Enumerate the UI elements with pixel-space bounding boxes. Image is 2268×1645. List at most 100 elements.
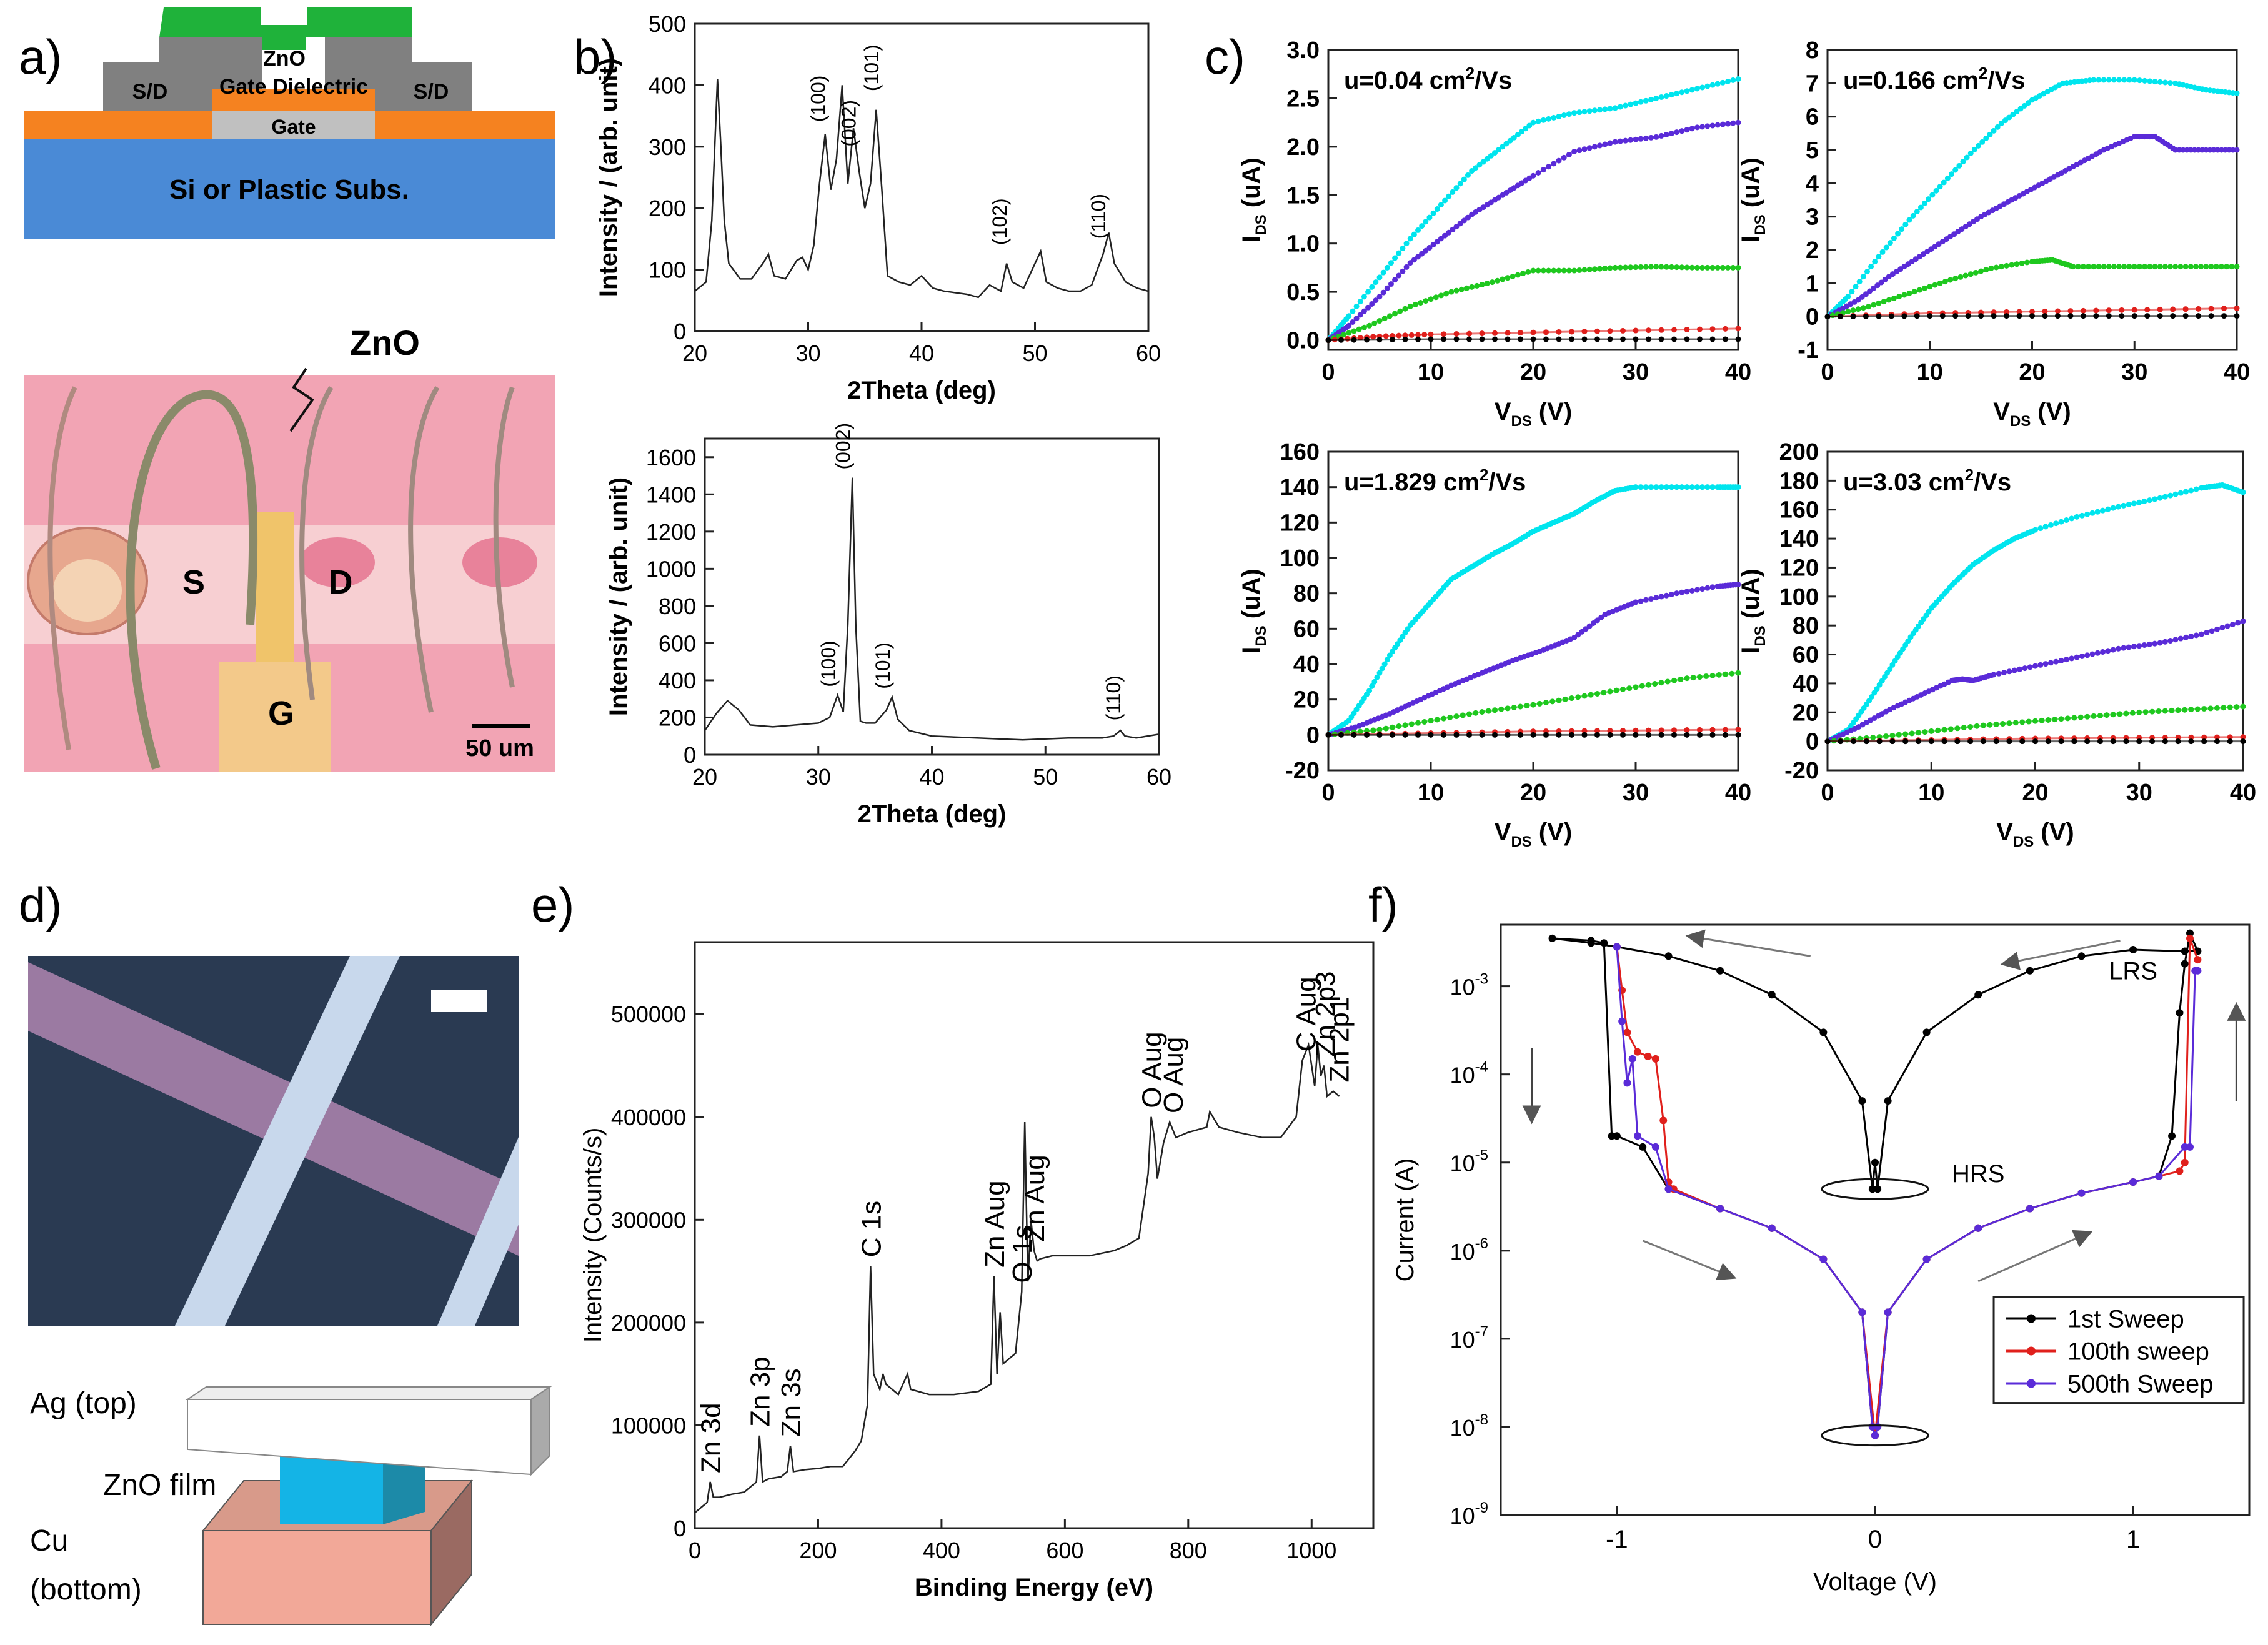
- f-legend-marker: [2027, 1314, 2036, 1323]
- c2-ytick-label: 1: [1806, 271, 1819, 297]
- c2-ytick-label: 4: [1806, 171, 1819, 197]
- f-point: [1858, 1308, 1866, 1316]
- c4-ytick-label: 120: [1779, 555, 1819, 581]
- f-point: [2155, 1172, 2163, 1180]
- f-point: [2194, 956, 2202, 964]
- c4-ytick-label: 200: [1779, 439, 1819, 465]
- c1-series-4: [1325, 336, 1741, 344]
- c3-ytick-label: 100: [1280, 545, 1320, 572]
- gate-micro-label: G: [268, 695, 294, 732]
- chart-xps: 0 200 400 600 800 1000 0 100000 200000 300000 4000…: [579, 941, 1375, 1601]
- f-point: [2176, 1009, 2184, 1017]
- c2-ytick-label: 7: [1806, 71, 1819, 97]
- c1-ytick-label: 2.5: [1286, 86, 1320, 112]
- f-point: [1628, 1055, 1636, 1063]
- f-point: [1644, 1052, 1652, 1060]
- panel-label-a: a): [19, 29, 62, 84]
- scale-bar-label: 50 um: [465, 735, 534, 762]
- b_bottom-xtick-label: 60: [1146, 764, 1171, 790]
- c1-xtick-label: 40: [1725, 359, 1751, 385]
- e-xtick-label: 1000: [1286, 1538, 1336, 1563]
- left-pad-center: [53, 559, 122, 622]
- f-point: [1659, 1116, 1668, 1125]
- b_top-frame: [694, 22, 1150, 332]
- drain-electrode: [325, 37, 472, 111]
- c3-xtick-label: 40: [1725, 780, 1751, 806]
- c2-ytick-label: 2: [1806, 237, 1819, 264]
- c2-xtick-label: 20: [2019, 359, 2045, 385]
- chart-xrd-top: 20 30 40 50 60 0 100 200 300 400 500 2Theta (deg) In…: [595, 11, 1161, 404]
- c3-ytick-label: 40: [1293, 652, 1320, 678]
- c1-mobility-label: u=0.04 cm2/Vs: [1344, 64, 1512, 94]
- c3-ytick-label: 140: [1280, 475, 1320, 501]
- substrate-layer: [24, 139, 555, 239]
- c4-ytick-label: 180: [1779, 468, 1819, 494]
- b_bottom-ytick-label: 1200: [646, 519, 696, 545]
- e-xtick-label: 600: [1046, 1538, 1083, 1563]
- b_top-ytick-label: 100: [649, 257, 686, 283]
- e-peak-label: Zn 3p: [745, 1356, 776, 1427]
- f-point: [1716, 1205, 1724, 1213]
- b_bottom-ytick-label: 1400: [646, 482, 696, 507]
- source-label: S: [182, 564, 205, 601]
- f-point: [2026, 1205, 2034, 1213]
- cu-label: Cu: [30, 1524, 68, 1558]
- b_top-xtick-label: 50: [1022, 340, 1047, 366]
- f-ytick-label: 10-8: [1450, 1411, 1488, 1441]
- b_bottom-ytick-label: 1600: [646, 445, 696, 470]
- f-point: [2077, 952, 2086, 960]
- c4-mobility-label: u=3.03 cm2/Vs: [1843, 465, 2011, 496]
- e-peak-label: Zn 3s: [776, 1368, 807, 1437]
- f-point: [1819, 1028, 1828, 1036]
- c2-ytick-label: 0: [1806, 304, 1819, 330]
- b_top-peak-label: (101): [860, 44, 883, 91]
- c2-series-line: [1826, 79, 2237, 317]
- f-legend-marker: [2027, 1379, 2036, 1388]
- b_bottom-trace: [704, 477, 1160, 741]
- substrate-label: Si or Plastic Subs.: [169, 174, 409, 205]
- b_top-ytick-label: 500: [649, 11, 686, 37]
- c3-xtick-label: 0: [1321, 780, 1335, 806]
- f-point: [1922, 1255, 1931, 1263]
- c2-ytick-label: 8: [1806, 37, 1819, 64]
- f-sweep-arrow: [2000, 939, 2121, 970]
- e-xtick-label: 0: [689, 1538, 701, 1563]
- c1-ytick-label: 0.0: [1286, 328, 1320, 354]
- c3-ytick-label: -20: [1285, 758, 1320, 784]
- f-point: [1613, 1132, 1621, 1140]
- c1-ytick-label: 2.0: [1286, 134, 1320, 161]
- f-point: [2077, 1189, 2086, 1197]
- zno-pointer-label: ZnO: [350, 323, 420, 362]
- f-point: [1868, 1185, 1876, 1193]
- f-ytick-label: 10-9: [1450, 1499, 1488, 1529]
- sem-scale-bar: [431, 990, 487, 1012]
- gate-label: Gate: [271, 116, 316, 138]
- b_bottom-peak-label: (101): [872, 642, 894, 689]
- c2-series-1: [1824, 134, 2240, 320]
- e-ytick-label: 200000: [611, 1310, 686, 1336]
- c4-series-2: [1824, 703, 2246, 745]
- b_top-xtick-label: 30: [795, 340, 820, 366]
- e-trace: [694, 1041, 1340, 1514]
- f-sweep-arrow: [1642, 1240, 1737, 1281]
- f-point: [1884, 1097, 1892, 1105]
- b_bottom-frame: [704, 437, 1160, 756]
- c2-xtick-label: 10: [1917, 359, 1943, 385]
- c3-series-line: [1328, 486, 1738, 736]
- e-peak-label: Zn 2p3: [1310, 971, 1341, 1056]
- b_top-peak-label: (100): [807, 76, 830, 122]
- tft-micrograph: ZnO S D G 50 um: [24, 323, 555, 772]
- f-point: [2129, 946, 2137, 954]
- ag-label: Ag (top): [30, 1387, 137, 1420]
- b_bottom-xtick-label: 40: [919, 764, 944, 790]
- f-point: [2129, 1178, 2137, 1186]
- c1-series-line: [1327, 77, 1739, 341]
- f-point: [1858, 1097, 1866, 1105]
- ag-top-face: [185, 1386, 552, 1400]
- b_bottom-peak-label: (110): [1102, 675, 1125, 720]
- c1-series-line: [1328, 338, 1738, 342]
- f-point: [1618, 1017, 1626, 1025]
- c1-xtick-label: 20: [1520, 359, 1546, 385]
- f-point: [1871, 1158, 1879, 1166]
